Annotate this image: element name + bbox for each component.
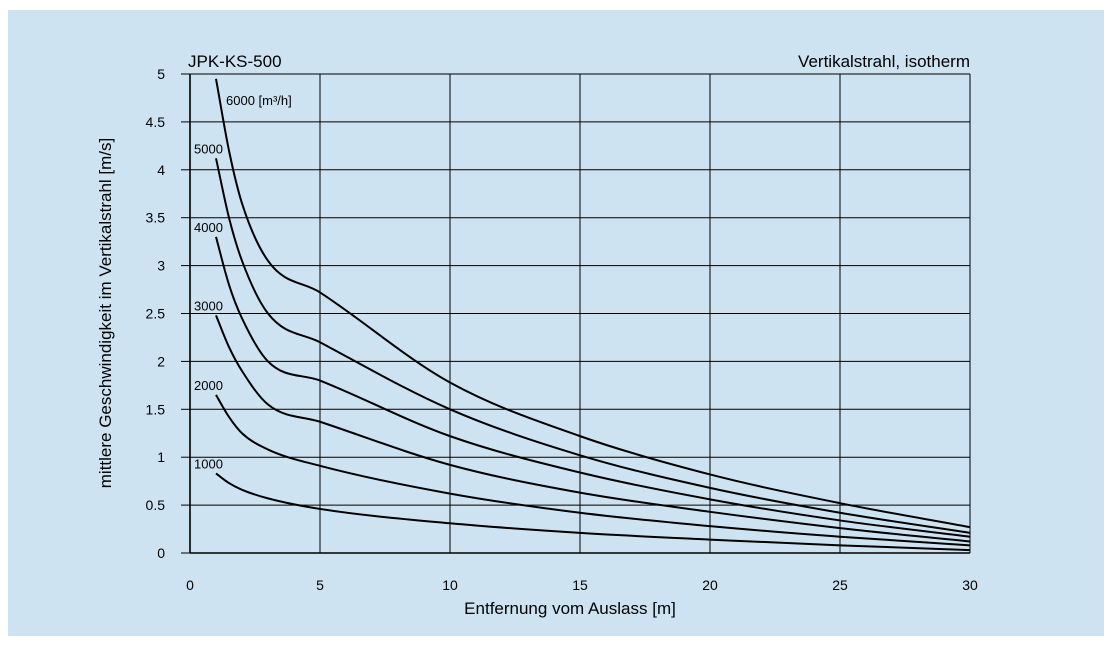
axes (181, 73, 970, 554)
curve-3 (215, 315, 971, 543)
y-axis-title: mittlere Geschwindigkeit im Vertikalstra… (96, 138, 115, 489)
chart-title-left: JPK-KS-500 (188, 52, 282, 71)
curve-label-3: 3000 (194, 298, 223, 313)
x-tick-label-1: 5 (316, 577, 324, 593)
x-axis-title: Entfernung vom Auslass [m] (464, 599, 676, 618)
curves (215, 78, 971, 552)
curve-0 (215, 78, 971, 529)
y-tick-label-5: 2.5 (146, 306, 166, 322)
x-tick-label-5: 25 (832, 577, 848, 593)
x-tick-label-4: 20 (702, 577, 718, 593)
curve-4 (215, 394, 971, 547)
curve-label-5: 1000 (194, 456, 223, 471)
curve-5 (215, 472, 971, 552)
curve-2 (215, 236, 971, 538)
y-tick-label-2: 1 (157, 449, 165, 465)
x-tick-label-2: 10 (442, 577, 458, 593)
y-tick-label-4: 2 (157, 353, 165, 369)
curve-1 (215, 158, 971, 534)
y-tick-label-10: 5 (157, 66, 165, 82)
grid-lines (190, 73, 971, 553)
y-tick-label-7: 3.5 (146, 210, 166, 226)
chart-title-right: Vertikalstrahl, isotherm (798, 52, 970, 71)
x-tick-label-6: 30 (962, 577, 978, 593)
y-tick-label-0: 0 (157, 545, 165, 561)
tick-labels: 0 0.5 1 1.5 2 2.5 3 3.5 4 4.5 5 0 5 10 15 20 25 30 (146, 66, 978, 593)
curve-label-0: 6000 [m³/h] (226, 93, 292, 108)
y-tick-label-3: 1.5 (146, 401, 166, 417)
y-tick-label-1: 0.5 (146, 497, 166, 513)
y-tick-label-6: 3 (157, 258, 165, 274)
y-tick-label-8: 4 (157, 162, 165, 178)
y-tick-label-9: 4.5 (146, 114, 166, 130)
curve-labels: 6000 [m³/h] 5000 4000 3000 2000 1000 (194, 93, 292, 472)
curve-label-1: 5000 (194, 141, 223, 156)
curve-label-2: 4000 (194, 220, 223, 235)
x-tick-label-0: 0 (186, 577, 194, 593)
x-tick-label-3: 15 (572, 577, 588, 593)
curve-label-4: 2000 (194, 378, 223, 393)
